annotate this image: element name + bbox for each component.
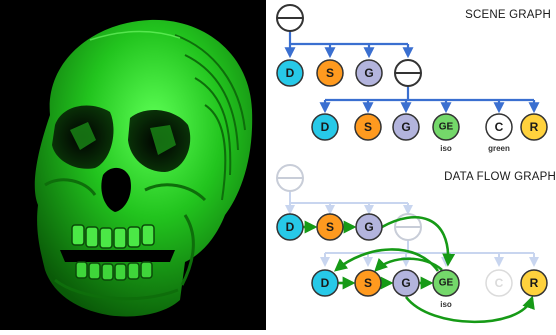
scene-root-group-node: [276, 4, 304, 32]
flow-row2-node-ge: GE iso: [432, 269, 460, 309]
svg-text:D: D: [286, 66, 295, 80]
flow-ge-sublabel: iso: [440, 300, 452, 309]
svg-text:S: S: [326, 66, 334, 80]
flow-row1-node-g: G: [355, 213, 383, 241]
svg-text:G: G: [364, 66, 373, 80]
scene-row1-node-d: D: [276, 59, 304, 87]
scene-row1-node-g: G: [355, 59, 383, 87]
svg-text:D: D: [321, 120, 330, 134]
svg-text:D: D: [286, 220, 295, 234]
scene-graph-title: SCENE GRAPH: [465, 9, 551, 21]
flow-row2-node-d: D: [311, 269, 339, 297]
skull-render-image: [34, 19, 253, 317]
flow-row2-node-g: G: [392, 269, 420, 297]
scene-row2-node-g: G: [392, 113, 420, 141]
svg-text:C: C: [495, 276, 504, 290]
scene-c-sublabel: green: [488, 144, 510, 153]
scene-row2-node-c: C green: [485, 113, 513, 153]
scene-row2-node-r: R: [520, 113, 548, 141]
flow-row2-node-s: S: [354, 269, 382, 297]
flow-row1-node-s: S: [316, 213, 344, 241]
scene-row1-node-s: S: [316, 59, 344, 87]
svg-text:R: R: [530, 276, 539, 290]
svg-text:S: S: [364, 276, 372, 290]
diagram-panel: SCENE GRAPH: [266, 0, 556, 330]
svg-text:S: S: [364, 120, 372, 134]
scene-graph-edges: [284, 31, 540, 114]
svg-text:S: S: [326, 220, 334, 234]
flow-row2-node-c: C: [485, 269, 513, 297]
svg-text:GE: GE: [439, 278, 454, 289]
flow-sub-group-node: [394, 213, 422, 241]
data-flow-graph-title: DATA FLOW GRAPH: [444, 171, 556, 183]
data-flow-arrows: [303, 215, 535, 324]
flow-row1-node-d: D: [276, 213, 304, 241]
svg-text:R: R: [530, 120, 539, 134]
scene-row2-node-s: S: [354, 113, 382, 141]
scene-row2-node-d: D: [311, 113, 339, 141]
svg-text:G: G: [364, 220, 373, 234]
svg-text:GE: GE: [439, 122, 454, 133]
svg-text:C: C: [495, 120, 504, 134]
svg-text:G: G: [401, 276, 410, 290]
svg-text:D: D: [321, 276, 330, 290]
flow-root-group-node: [276, 164, 304, 192]
svg-text:G: G: [401, 120, 410, 134]
skull-render-panel: [0, 0, 266, 330]
scene-row2-node-ge: GE iso: [432, 113, 460, 153]
flow-row2-node-r: R: [520, 269, 548, 297]
scene-sub-group-node: [394, 59, 422, 87]
graph-diagram: SCENE GRAPH: [276, 4, 556, 324]
scene-ge-sublabel: iso: [440, 144, 452, 153]
